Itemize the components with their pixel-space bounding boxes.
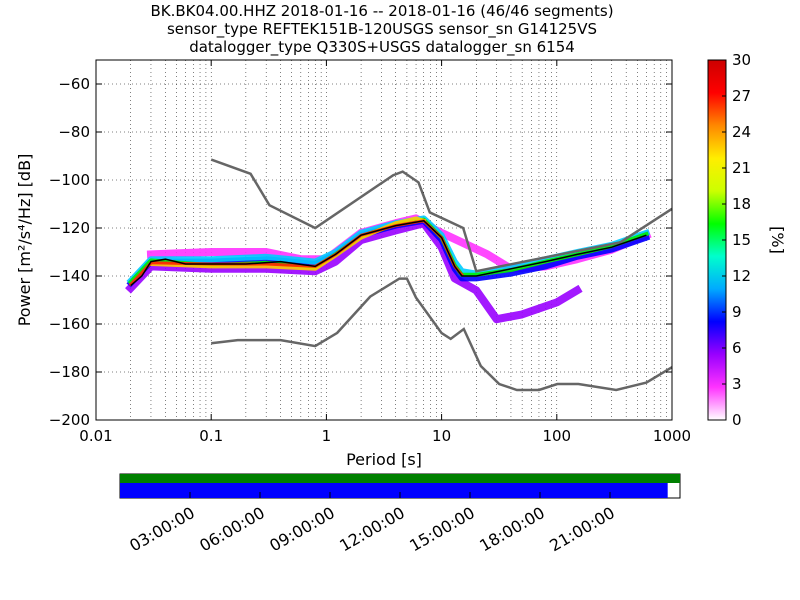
title-line-2: sensor_type REFTEK151B-120USGS sensor_sn… [167, 20, 597, 39]
y-tick-label: −60 [58, 75, 90, 93]
colorbar-tick-label: 9 [732, 303, 742, 321]
timeline-bar [120, 474, 680, 483]
plot-area: 0.01 0.1 1 10 100 1000 −200 −180 −160 −140 −120 −1… [15, 59, 691, 469]
title-line-1: BK.BK04.00.HHZ 2018-01-16 -- 2018-01-16 … [150, 2, 613, 20]
timeline-tick-label: 12:00:00 [336, 503, 408, 555]
timeline-tick-label: 15:00:00 [406, 503, 478, 555]
colorbar-tick-label: 18 [732, 195, 751, 213]
y-axis-ticks: −200 −180 −160 −140 −120 −100 −80 −60 [49, 75, 672, 429]
noise-model-high [210, 158, 673, 273]
colorbar-tick-label: 0 [732, 411, 742, 429]
noise-model-low [211, 277, 673, 392]
y-tick-label: −180 [49, 363, 90, 381]
x-tick-label: 10 [432, 427, 451, 445]
timeline-tick-label: 09:00:00 [266, 503, 338, 555]
y-tick-label: −160 [49, 315, 90, 333]
timeline-bars [120, 474, 680, 498]
density-band [125, 219, 583, 324]
x-tick-label: 0.1 [199, 427, 223, 445]
y-tick-label: −200 [49, 411, 90, 429]
colorbar-tick-label: 27 [732, 87, 751, 105]
timeline-tick-label: 18:00:00 [476, 503, 548, 555]
colorbar: 0 3 6 9 12 15 18 21 24 27 30 [%] [707, 51, 787, 429]
grid [96, 60, 672, 420]
colorbar-tick-label: 3 [732, 375, 742, 393]
colorbar-tick-label: 15 [732, 231, 751, 249]
x-tick-label: 0.01 [79, 427, 112, 445]
timeline: 03:00:0006:00:0009:00:0012:00:0015:00:00… [119, 473, 681, 555]
colorbar-label: [%] [768, 226, 787, 254]
y-tick-label: −100 [49, 171, 90, 189]
colorbar-tick-label: 6 [732, 339, 742, 357]
timeline-ticks: 03:00:0006:00:0009:00:0012:00:0015:00:00… [126, 492, 618, 555]
title-line-3: datalogger_type Q330S+USGS datalogger_sn… [189, 38, 575, 57]
x-tick-label: 1 [322, 427, 332, 445]
x-tick-label: 1000 [653, 427, 691, 445]
mean-curve [130, 219, 647, 287]
y-axis-label: Power [m²/s⁴/Hz] [dB] [15, 154, 34, 327]
timeline-bar [120, 483, 668, 498]
timeline-tick-label: 21:00:00 [546, 503, 618, 555]
y-tick-label: −80 [58, 123, 90, 141]
x-axis-ticks: 0.01 0.1 1 10 100 1000 [79, 60, 691, 445]
colorbar-tick-label: 24 [732, 123, 751, 141]
timeline-tick-label: 03:00:00 [126, 503, 198, 555]
colorbar-tick-label: 30 [732, 51, 751, 69]
plot-frame [95, 59, 673, 421]
y-tick-label: −120 [49, 219, 90, 237]
colorbar-ticks: 0 3 6 9 12 15 18 21 24 27 30 [722, 51, 751, 429]
colorbar-tick-label: 21 [732, 159, 751, 177]
noise-models [210, 158, 673, 392]
timeline-tick-label: 06:00:00 [196, 503, 268, 555]
plot-background [96, 60, 672, 420]
x-axis-label: Period [s] [346, 450, 422, 469]
colorbar-tick-label: 12 [732, 267, 751, 285]
title: BK.BK04.00.HHZ 2018-01-16 -- 2018-01-16 … [150, 2, 613, 57]
x-tick-label: 100 [542, 427, 571, 445]
y-tick-label: −140 [49, 267, 90, 285]
series-mean [130, 219, 647, 287]
